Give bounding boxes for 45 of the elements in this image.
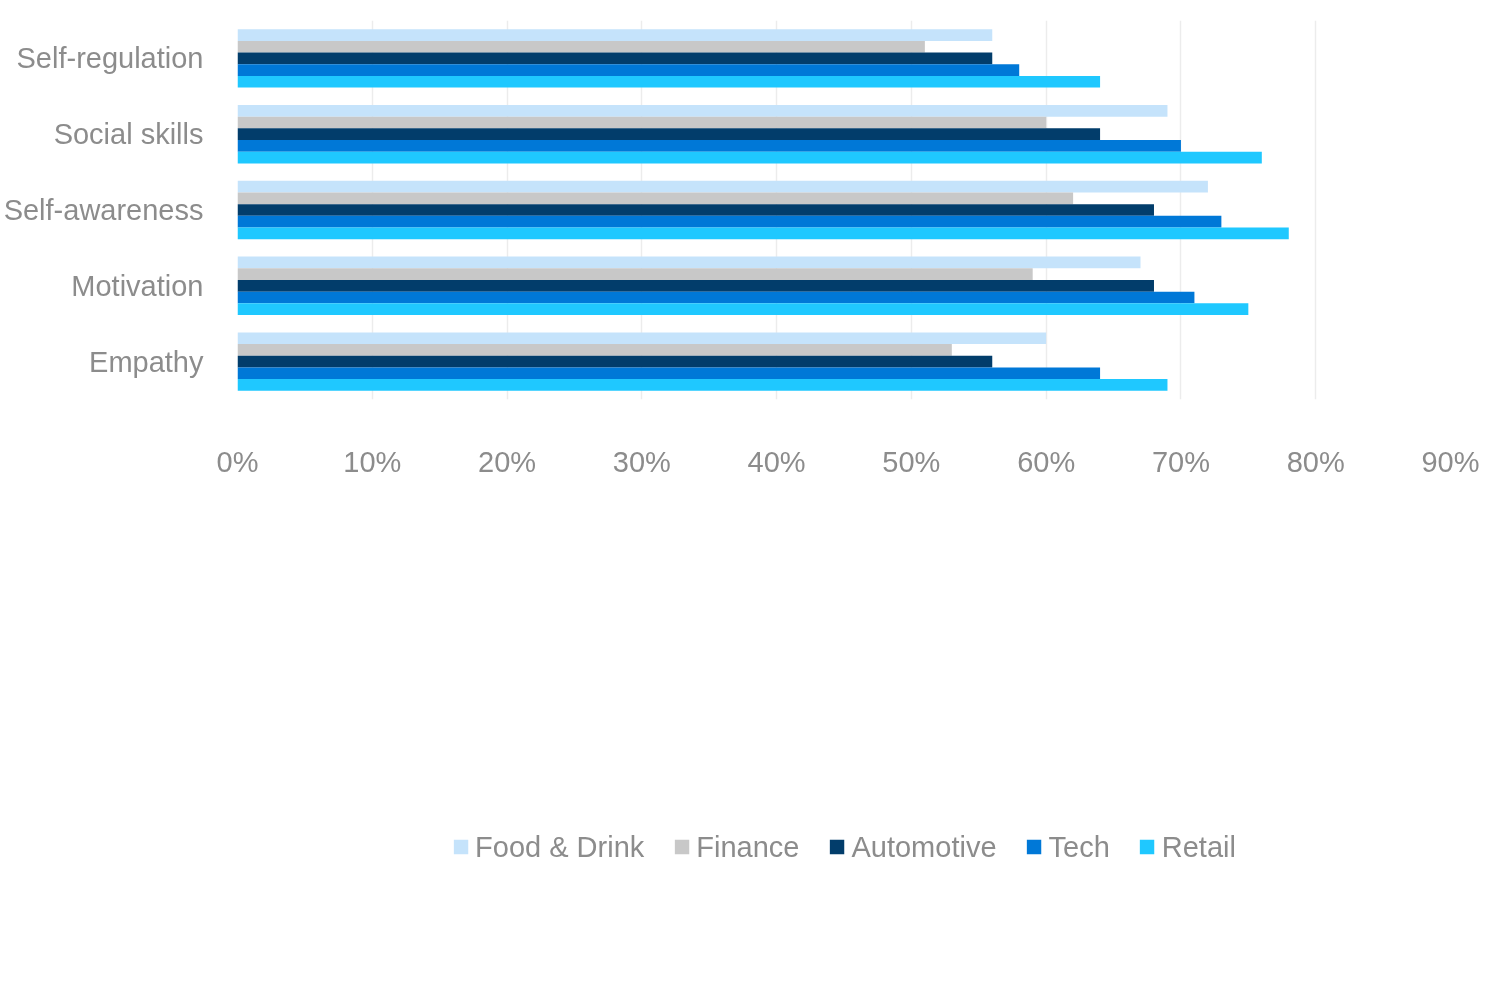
- bar: [237, 204, 1154, 216]
- bar: [237, 52, 993, 65]
- bar: [237, 215, 1222, 228]
- x-tick-label: 60%: [1017, 445, 1076, 478]
- x-tick-label: 0%: [216, 445, 259, 478]
- bar: [237, 180, 1208, 193]
- y-tick-label: Empathy: [89, 345, 204, 378]
- legend-label: Retail: [1161, 830, 1236, 864]
- x-tick-label: 50%: [882, 445, 941, 478]
- bar: [237, 367, 1101, 380]
- legend-label: Finance: [696, 830, 800, 864]
- bar: [237, 344, 952, 356]
- legend-label: Automotive: [851, 830, 997, 864]
- bar: [237, 40, 925, 53]
- legend-label: Tech: [1048, 830, 1110, 864]
- legend-label: Food & Drink: [475, 830, 645, 864]
- x-tick-label: 30%: [612, 445, 671, 478]
- bar: [237, 332, 1047, 345]
- x-tick-label: 10%: [343, 445, 402, 478]
- y-tick-label: Self-regulation: [16, 42, 204, 75]
- bar: [237, 192, 1074, 205]
- y-tick-label: Motivation: [71, 269, 204, 302]
- bar: [237, 75, 1101, 88]
- x-tick-label: 80%: [1286, 445, 1345, 478]
- bar: [237, 227, 1289, 240]
- bar: [237, 268, 1033, 280]
- bar: [237, 64, 1020, 76]
- x-tick-label: 90%: [1421, 445, 1480, 478]
- bar: [237, 128, 1101, 141]
- x-tick-label: 70%: [1151, 445, 1210, 478]
- bar: [237, 379, 1168, 391]
- y-tick-label: Social skills: [53, 118, 204, 151]
- x-tick-label: 40%: [747, 445, 806, 478]
- bar: [237, 116, 1047, 129]
- bar: [237, 291, 1195, 304]
- bar: [237, 140, 1181, 152]
- bar: [237, 355, 993, 368]
- bar: [237, 105, 1168, 117]
- bar: [237, 256, 1141, 269]
- bar: [237, 29, 993, 41]
- bar: [237, 279, 1154, 292]
- y-tick-label: Self-awareness: [3, 194, 204, 226]
- bar: [237, 303, 1249, 315]
- bar: [237, 151, 1262, 164]
- x-tick-label: 20%: [478, 445, 537, 478]
